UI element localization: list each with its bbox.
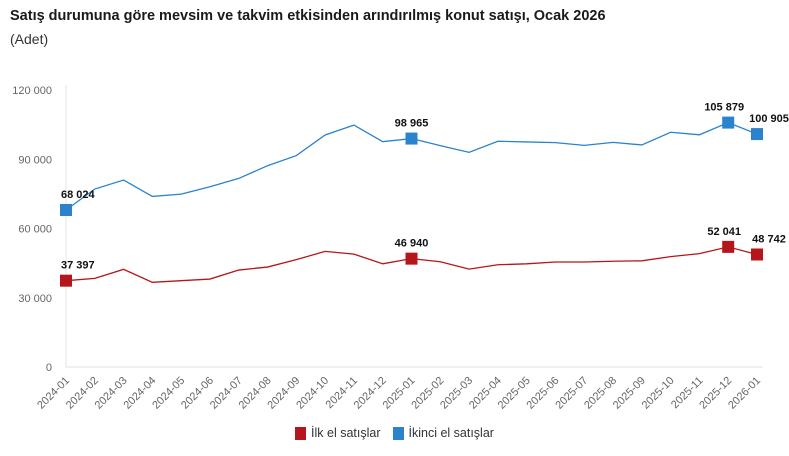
data-marker [722,116,735,129]
legend-item-ikinci-el[interactable]: İkinci el satışlar [392,426,494,440]
data-marker [60,203,72,216]
legend-swatch [295,426,307,440]
data-label: 48 742 [752,233,786,245]
data-marker [405,132,418,145]
data-marker [405,252,418,265]
y-tick-label: 0 [46,362,52,374]
data-label: 100 905 [749,113,789,125]
data-marker [751,248,763,261]
y-tick-label: 120 000 [12,85,52,97]
data-label: 37 397 [61,260,95,272]
data-marker [722,240,735,253]
legend-swatch [392,426,404,440]
x-tick-label: 2026-01 [726,375,763,412]
data-marker [60,274,72,287]
legend-label: İkinci el satışlar [408,426,494,440]
legend-label: İlk el satışlar [311,426,381,440]
legend: İlk el satışlar İkinci el satışlar [0,426,789,440]
data-label: 52 041 [707,226,741,238]
data-label: 68 024 [61,189,96,201]
y-tick-label: 90 000 [18,154,52,166]
legend-item-ilk-el[interactable]: İlk el satışlar [295,426,381,440]
data-label: 105 879 [704,102,744,114]
data-marker [751,128,763,141]
chart-subtitle: (Adet) [10,31,49,47]
data-label: 46 940 [395,238,429,250]
data-label: 98 965 [395,118,429,130]
y-tick-label: 30 000 [18,293,52,305]
y-tick-label: 60 000 [18,224,52,236]
chart-title: Satış durumuna göre mevsim ve takvim etk… [10,8,606,24]
